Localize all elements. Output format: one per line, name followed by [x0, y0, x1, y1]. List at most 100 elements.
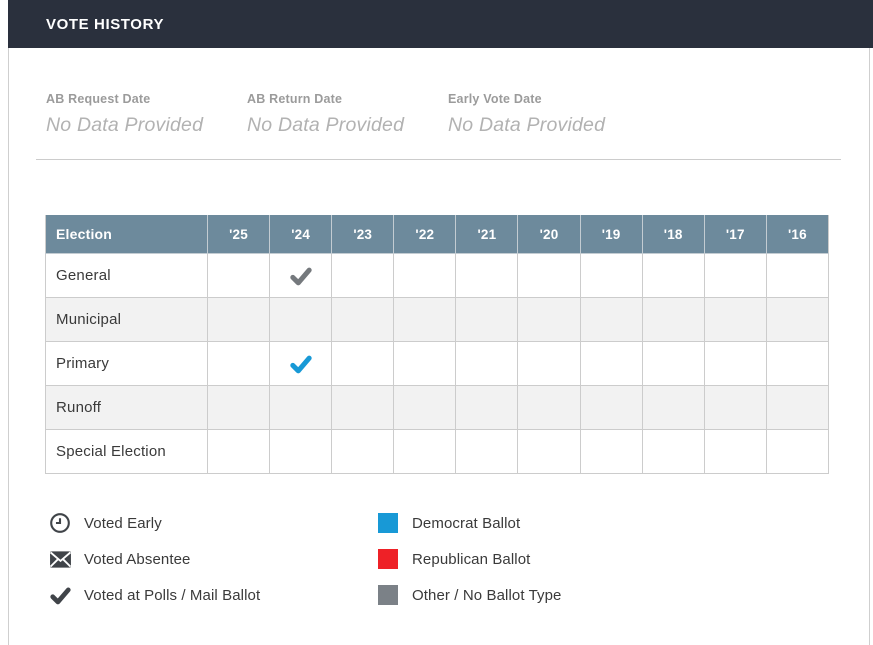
election-type-cell: General	[45, 253, 208, 298]
clock-icon	[50, 513, 70, 533]
vote-cell	[269, 297, 333, 342]
vote-cell	[765, 429, 830, 474]
vote-cell	[206, 253, 271, 298]
column-header-year: '22	[393, 215, 457, 254]
check-icon	[48, 584, 72, 606]
vote-cell	[206, 385, 271, 430]
vote-cell	[393, 253, 457, 298]
column-header-year: '21	[455, 215, 519, 254]
summary-fields: AB Request Date No Data Provided AB Return…	[46, 92, 649, 137]
check-icon	[289, 267, 312, 285]
envelope-icon	[48, 548, 72, 570]
legend-label: Republican Ballot	[412, 550, 531, 568]
legend-item: Other / No Ballot Type	[378, 584, 562, 606]
vote-cell	[765, 253, 830, 298]
vote-cell	[393, 429, 457, 474]
vote-cell	[331, 297, 395, 342]
vote-cell	[393, 385, 457, 430]
legend-label: Voted Early	[84, 514, 162, 532]
vote-cell	[579, 341, 643, 386]
vote-cell	[269, 429, 333, 474]
vote-cell	[455, 385, 519, 430]
vote-cell	[641, 341, 705, 386]
table-row: Runoff	[45, 385, 830, 430]
legend: Voted Early Voted Absentee Voted at Polls …	[48, 512, 562, 620]
table-row: Special Election	[45, 429, 830, 474]
vote-cell	[331, 253, 395, 298]
vote-cell	[269, 253, 333, 298]
column-header-year: '17	[703, 215, 767, 254]
election-type-cell: Runoff	[45, 385, 208, 430]
table-body: General Municipal Primary Runoff Special Ele…	[45, 253, 830, 474]
vote-cell	[269, 341, 333, 386]
column-header-year: '19	[579, 215, 643, 254]
vote-cell	[641, 429, 705, 474]
vote-cell	[703, 429, 767, 474]
vote-cell	[765, 385, 830, 430]
legend-label: Other / No Ballot Type	[412, 586, 562, 604]
table-header-row: Election '25'24'23'22'21'20'19'18'17'16	[45, 215, 830, 254]
vote-history-table: Election '25'24'23'22'21'20'19'18'17'16 …	[45, 215, 830, 474]
vote-cell	[765, 297, 830, 342]
legend-label: Voted at Polls / Mail Ballot	[84, 586, 261, 604]
page-title: VOTE HISTORY	[46, 15, 165, 33]
vote-cell	[517, 385, 581, 430]
legend-label: Voted Absentee	[84, 550, 191, 568]
legend-column-ballots: Democrat Ballot Republican Ballot Other / …	[378, 512, 562, 620]
vote-cell	[455, 429, 519, 474]
vote-cell	[517, 253, 581, 298]
republican-swatch	[378, 549, 398, 569]
vote-cell	[703, 341, 767, 386]
legend-item: Democrat Ballot	[378, 512, 562, 534]
section-divider	[36, 159, 841, 160]
legend-item: Republican Ballot	[378, 548, 562, 570]
table-row: Primary	[45, 341, 830, 386]
vote-cell	[393, 341, 457, 386]
vote-cell	[517, 297, 581, 342]
legend-item: Voted Absentee	[48, 548, 378, 570]
vote-cell	[579, 297, 643, 342]
column-header-year: '18	[641, 215, 705, 254]
legend-item: Voted Early	[48, 512, 378, 534]
vote-cell	[331, 385, 395, 430]
field-label: AB Request Date	[46, 92, 151, 106]
envelope-icon	[49, 550, 71, 568]
summary-field: Early Vote Date No Data Provided	[448, 92, 649, 137]
vote-cell	[455, 341, 519, 386]
column-header-election: Election	[45, 215, 208, 254]
vote-cell	[269, 385, 333, 430]
check-icon	[49, 587, 71, 604]
vote-cell	[517, 429, 581, 474]
summary-field: AB Request Date No Data Provided	[46, 92, 247, 137]
table-row: General	[45, 253, 830, 298]
check-icon	[289, 355, 312, 373]
field-label: AB Return Date	[247, 92, 343, 106]
other-swatch	[378, 585, 398, 605]
table-row: Municipal	[45, 297, 830, 342]
vote-cell	[765, 341, 830, 386]
vote-cell	[703, 297, 767, 342]
vote-cell	[579, 385, 643, 430]
field-label: Early Vote Date	[448, 92, 542, 106]
vote-cell	[579, 253, 643, 298]
column-header-year: '25	[206, 215, 271, 254]
vote-cell	[206, 341, 271, 386]
vote-cell	[455, 253, 519, 298]
vote-cell	[517, 341, 581, 386]
column-header-year: '24	[269, 215, 333, 254]
vote-cell	[641, 385, 705, 430]
field-value: No Data Provided	[247, 114, 405, 136]
field-value: No Data Provided	[46, 114, 204, 136]
legend-item: Voted at Polls / Mail Ballot	[48, 584, 378, 606]
election-type-cell: Special Election	[45, 429, 208, 474]
column-header-year: '16	[765, 215, 830, 254]
summary-field: AB Return Date No Data Provided	[247, 92, 448, 137]
vote-cell	[641, 253, 705, 298]
legend-label: Democrat Ballot	[412, 514, 521, 532]
vote-history-header-bar: VOTE HISTORY	[8, 0, 873, 48]
panel-left-border	[8, 0, 9, 645]
field-value: No Data Provided	[448, 114, 606, 136]
vote-cell	[206, 297, 271, 342]
vote-cell	[579, 429, 643, 474]
vote-cell	[206, 429, 271, 474]
